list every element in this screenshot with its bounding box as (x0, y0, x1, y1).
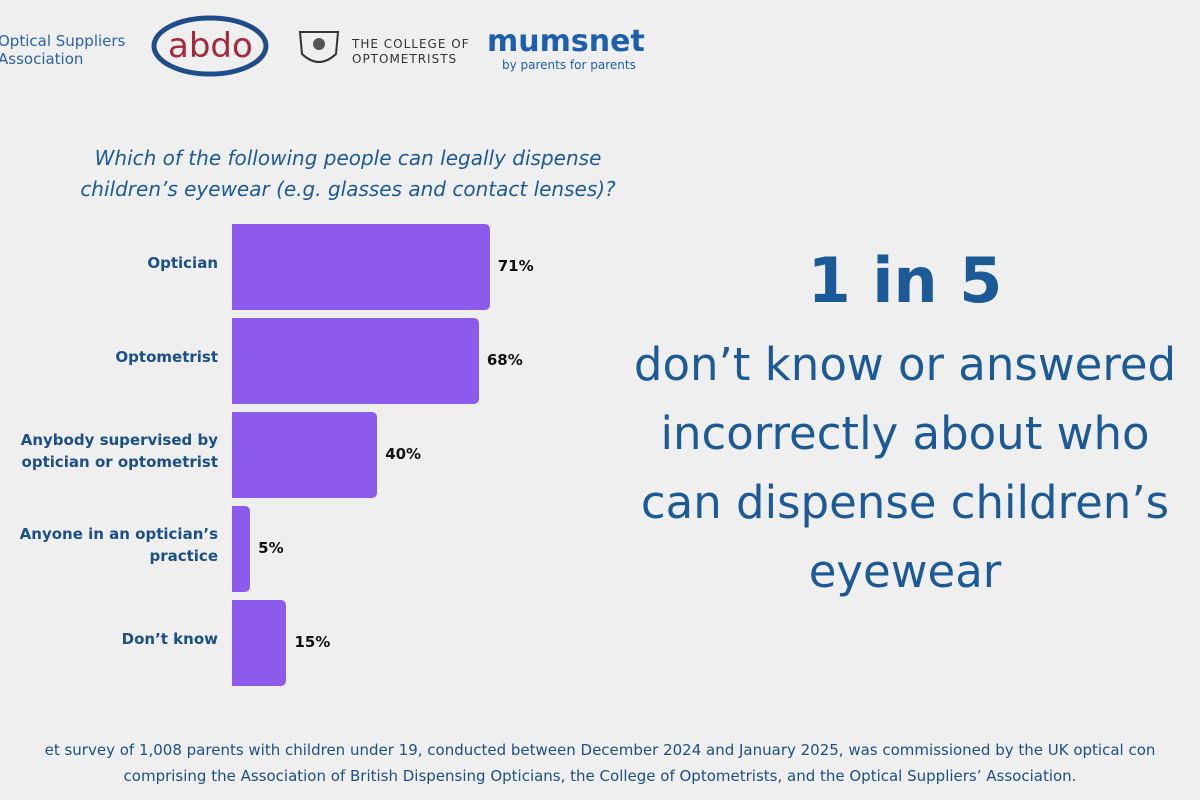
value-label: 68% (486, 351, 523, 369)
mumsnet-logo: mumsnet (487, 24, 645, 59)
callout-line: can dispense children’s (640, 476, 1170, 529)
chart-title: Which of the following people can legall… (94, 146, 602, 170)
value-label: 71% (497, 257, 534, 275)
callout-line: don’t know or answered (633, 338, 1177, 391)
abdo-logo: abdo (168, 26, 253, 66)
value-label: 40% (385, 445, 422, 463)
bar (232, 600, 287, 686)
category-label: Anybody supervised by optician or optome… (20, 431, 218, 471)
category-label: Optician (147, 254, 218, 272)
osa-line: Optical Suppliers (0, 32, 126, 50)
college-logo: THE COLLEGE OF OPTOMETRISTS (352, 37, 470, 67)
callout-line: incorrectly about who (660, 407, 1150, 460)
callout-line: eyewear (808, 545, 1002, 598)
college-crest (298, 31, 340, 63)
bar (232, 506, 251, 592)
value-label: 15% (294, 633, 331, 651)
bar (232, 412, 378, 498)
abdo-ring (151, 15, 269, 77)
footer-note: comprising the Association of British Di… (123, 767, 1077, 785)
value-label: 5% (258, 539, 284, 557)
footer-note: et survey of 1,008 parents with children… (44, 741, 1156, 759)
mumsnet-tagline: by parents for parents (502, 58, 636, 72)
bar (232, 318, 479, 404)
crest-shield (298, 31, 340, 63)
bar (232, 224, 490, 310)
category-label: Don’t know (121, 630, 218, 648)
osa-line: Association (0, 50, 84, 68)
category-label: Optometrist (115, 348, 218, 366)
category-label: Anyone in an optician’s practice (19, 525, 218, 565)
abdo-logo-mark (151, 15, 269, 77)
crest-emblem (313, 38, 325, 50)
college-line: THE COLLEGE OF (352, 37, 470, 51)
callout-headline: 1 in 5 (807, 244, 1003, 317)
chart-title: children’s eyewear (e.g. glasses and con… (80, 177, 616, 201)
college-line: OPTOMETRISTS (352, 52, 458, 66)
osa-logo: Optical Suppliers Association (0, 32, 125, 68)
